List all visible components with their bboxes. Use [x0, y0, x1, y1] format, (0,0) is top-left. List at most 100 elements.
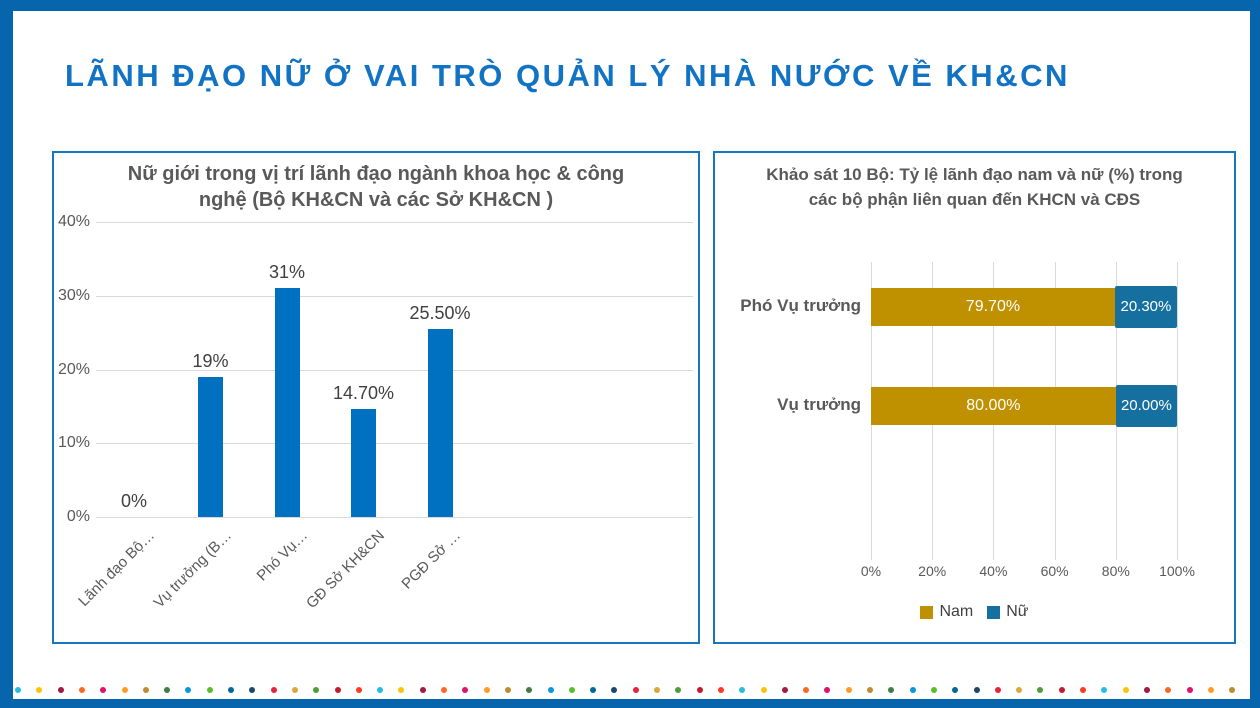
sdg-dot — [398, 687, 405, 693]
sdg-dot — [462, 687, 469, 693]
gridline — [96, 517, 693, 518]
legend-label: Nam — [939, 603, 974, 620]
sdg-dot — [1058, 687, 1065, 693]
x-tick-label: 40% — [979, 563, 1008, 579]
sdg-dot — [568, 687, 575, 693]
legend-item-nữ: Nữ — [987, 603, 1029, 621]
sdg-dot — [441, 687, 447, 693]
sdg-dot — [547, 687, 554, 693]
sdg-dot — [419, 687, 426, 693]
sdg-dot — [15, 687, 21, 693]
sdg-dot — [78, 687, 85, 693]
frame-right-border — [1250, 0, 1260, 708]
stacked-chart-title: Khảo sát 10 Bộ: Tỷ lệ lãnh đạo nam và nữ… — [766, 165, 1183, 209]
sdg-dot — [36, 687, 43, 693]
sdg-dot — [483, 687, 490, 693]
gridline — [96, 443, 693, 445]
sdg-dot — [1101, 687, 1108, 693]
stacked-bar-nam-segment: 80.00% — [871, 386, 1116, 425]
sdg-dot — [909, 687, 916, 693]
frame-bottom-border — [0, 699, 1260, 708]
sdg-dot — [270, 687, 277, 693]
bar-value-label: 31% — [268, 262, 306, 283]
frame-top-border — [0, 0, 1260, 11]
sdg-dot — [952, 687, 959, 693]
gridline — [96, 369, 693, 371]
slide-title: LÃNH ĐẠO NỮ Ở VAI TRÒ QUẢN LÝ NHÀ NƯỚC V… — [65, 58, 1070, 93]
sdg-dot — [1080, 687, 1086, 693]
y-axis-label: 30% — [57, 286, 90, 304]
stacked-chart-plot: 0% 20% 40% 60% 80% 100% 79.70% 20.30% Phó Vụ trư… — [740, 262, 1195, 579]
sdg-dot — [675, 687, 682, 693]
sdg-dot — [1165, 687, 1172, 693]
sdg-dot — [185, 687, 192, 693]
sdg-dot — [867, 687, 873, 693]
sdg-dot — [611, 687, 618, 693]
y-axis-label: 10% — [57, 434, 90, 452]
gridline — [1177, 262, 1178, 560]
sdg-dot — [739, 687, 746, 693]
gridline — [96, 222, 693, 223]
sdg-dot — [121, 687, 128, 693]
bar — [351, 408, 376, 517]
legend-item-nam: Nam — [920, 603, 973, 621]
sdg-dot — [1207, 687, 1214, 693]
sdg-dot — [334, 687, 341, 693]
x-tick-label: 20% — [918, 563, 947, 579]
column-chart-panel: Nữ giới trong vị trí lãnh đạo ngành khoa… — [52, 151, 700, 644]
stacked-bar-nam-segment: 79.70% — [871, 288, 1115, 326]
sdg-dot — [803, 687, 810, 693]
sdg-dot — [632, 687, 639, 693]
sdg-dot — [696, 687, 703, 693]
frame-left-border — [0, 0, 13, 708]
legend-swatch-nữ — [987, 605, 1001, 619]
sdg-dot — [845, 687, 852, 693]
sdg-dot — [249, 687, 256, 693]
bar — [274, 288, 300, 517]
sdg-dot — [590, 687, 597, 693]
sdg-dot — [1229, 687, 1236, 693]
category-label: Vụ trưởng — [777, 394, 861, 414]
sdg-dot — [57, 687, 64, 693]
sdg-dot — [824, 687, 831, 693]
sdg-dots-row — [0, 687, 1260, 693]
y-axis-label: 20% — [57, 360, 90, 378]
stacked-chart-legend: Nam Nữ — [715, 603, 1234, 621]
x-tick-label: 100% — [1159, 563, 1195, 579]
bar-value-label: 14.70% — [332, 382, 395, 403]
bar — [198, 376, 223, 517]
sdg-dot — [355, 687, 362, 693]
sdg-dot — [1143, 687, 1150, 693]
bar-value-label: 19% — [192, 350, 229, 371]
sdg-dot — [142, 687, 149, 693]
bar-value-label: 25.50% — [409, 302, 471, 323]
legend-swatch-nam — [920, 605, 934, 619]
sdg-dot — [930, 687, 937, 693]
stacked-bar-nu-segment: 20.00% — [1115, 384, 1177, 427]
column-chart-title: Nữ giới trong vị trí lãnh đạo ngành khoa… — [127, 163, 625, 211]
sdg-dot — [973, 687, 980, 693]
sdg-dot — [654, 687, 660, 693]
sdg-dot — [1122, 687, 1129, 693]
legend-label: Nữ — [1006, 603, 1029, 620]
stacked-chart-panel: Khảo sát 10 Bộ: Tỷ lệ lãnh đạo nam và nữ… — [713, 151, 1236, 644]
sdg-dot — [100, 687, 107, 693]
sdg-dot — [504, 687, 511, 693]
category-label: Phó Vụ trưởng — [740, 296, 861, 315]
bar-value-label: 0% — [120, 491, 148, 511]
column-chart-plot: 0% 10% 20% 30% 40% 0% Lãnh đạo Bộ… 19% Vụ trưởng… — [58, 213, 693, 612]
sdg-dot — [228, 687, 234, 693]
sdg-dot — [377, 687, 384, 693]
sdg-dot — [717, 687, 724, 693]
sdg-dot — [164, 687, 171, 693]
x-tick-label: 60% — [1040, 563, 1069, 579]
sdg-dot — [206, 687, 213, 693]
sdg-dot — [291, 687, 298, 693]
sdg-dot — [1186, 687, 1193, 693]
sdg-dot — [313, 687, 320, 693]
bar — [427, 328, 453, 517]
x-tick-label: 80% — [1101, 563, 1130, 579]
stacked-bar-nu-segment: 20.30% — [1114, 286, 1177, 328]
sdg-dot — [1016, 687, 1023, 693]
